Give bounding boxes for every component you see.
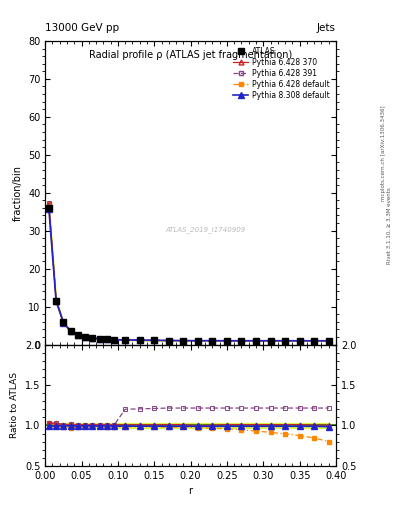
X-axis label: r: r bbox=[189, 486, 193, 496]
Y-axis label: fraction/bin: fraction/bin bbox=[13, 165, 22, 221]
Legend: ATLAS, Pythia 6.428 370, Pythia 6.428 391, Pythia 6.428 default, Pythia 8.308 de: ATLAS, Pythia 6.428 370, Pythia 6.428 39… bbox=[231, 45, 332, 102]
Text: mcplots.cern.ch [arXiv:1306.3436]: mcplots.cern.ch [arXiv:1306.3436] bbox=[381, 106, 386, 201]
Text: Radial profile ρ (ATLAS jet fragmentation): Radial profile ρ (ATLAS jet fragmentatio… bbox=[89, 50, 292, 60]
Y-axis label: Ratio to ATLAS: Ratio to ATLAS bbox=[10, 372, 19, 438]
Text: Rivet 3.1.10, ≥ 3.3M events: Rivet 3.1.10, ≥ 3.3M events bbox=[387, 187, 391, 264]
Text: Jets: Jets bbox=[317, 23, 336, 33]
Text: 13000 GeV pp: 13000 GeV pp bbox=[45, 23, 119, 33]
Text: ATLAS_2019_I1740909: ATLAS_2019_I1740909 bbox=[165, 226, 245, 232]
